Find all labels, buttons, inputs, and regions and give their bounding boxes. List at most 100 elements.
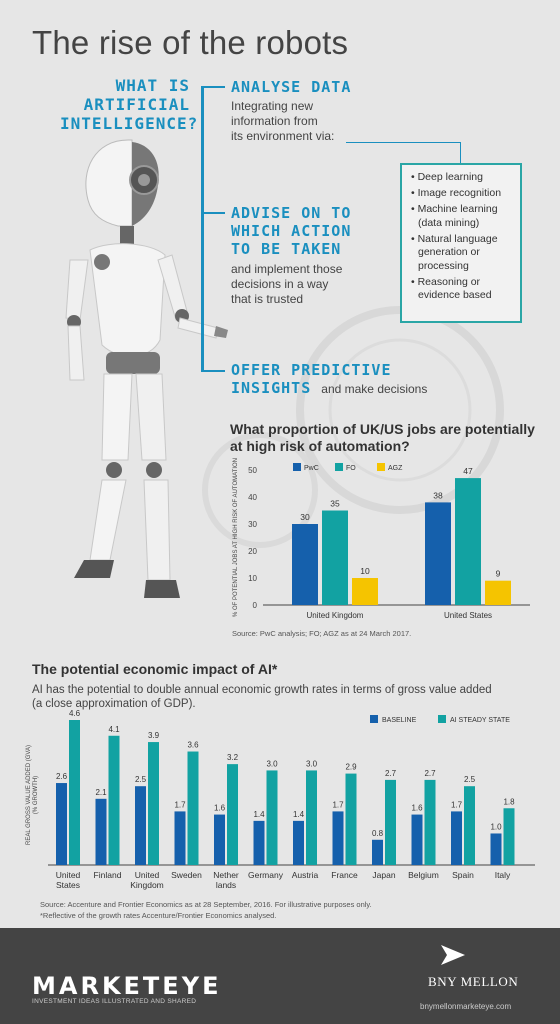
gva-subtext: AI has the potential to double annual ec… <box>32 684 492 710</box>
ai-methods-box: Deep learning Image recognition Machine … <box>400 163 522 323</box>
y-axis-label: % OF POTENTIAL JOBS AT HIGH RISK OF AUTO… <box>233 458 239 617</box>
category-label: United States <box>444 611 492 620</box>
marketeye-logo: MARKETEYE <box>32 972 222 1000</box>
data-label: 2.5 <box>135 775 147 784</box>
footer-url[interactable]: bnymellonmarketeye.com <box>420 1002 512 1011</box>
data-label: 1.0 <box>490 822 502 831</box>
data-label: 0.8 <box>372 829 384 838</box>
bar <box>306 770 317 865</box>
category-label: Austria <box>292 870 319 880</box>
bar <box>385 779 396 865</box>
data-label: 2.9 <box>345 763 357 772</box>
method-item: Reasoning or evidence based <box>410 276 516 303</box>
y-axis-label: (% GROWTH) <box>33 776 39 814</box>
category-label: France <box>331 870 358 880</box>
y-tick-label: 20 <box>248 547 257 556</box>
category-label: United Kingdom <box>307 611 364 620</box>
method-item: Image recognition <box>410 187 516 201</box>
bar <box>292 524 318 605</box>
method-item: Deep learning <box>410 171 516 185</box>
legend-swatch <box>370 715 378 723</box>
legend-label: AGZ <box>388 465 403 472</box>
bar <box>253 820 265 865</box>
y-tick-label: 0 <box>253 601 258 610</box>
legend-label: FO <box>346 465 356 472</box>
category-label: Belgium <box>408 870 439 880</box>
data-label: 1.8 <box>503 797 515 806</box>
data-label: 3.6 <box>187 741 199 750</box>
data-label: 1.4 <box>293 810 305 819</box>
advise-text: and implement those decisions in a way t… <box>231 262 342 307</box>
method-item: Machine learning (data mining) <box>410 203 516 230</box>
gva-chart-title: The potential economic impact of AI* <box>32 661 278 677</box>
y-tick-label: 40 <box>248 493 257 502</box>
legend-swatch <box>293 463 301 471</box>
y-tick-label: 50 <box>248 466 257 475</box>
data-label: 2.7 <box>385 769 397 778</box>
category-label: Sweden <box>171 870 202 880</box>
bar <box>503 808 515 865</box>
data-label: 4.6 <box>69 709 81 718</box>
data-label: 1.6 <box>411 804 423 813</box>
category-label: Nether <box>213 870 239 880</box>
page-title: The rise of the robots <box>32 24 349 61</box>
advise-heading-line: TO BE TAKEN <box>231 240 342 258</box>
bar <box>227 764 238 865</box>
bracket-tick <box>201 212 225 214</box>
advise-line: that is trusted <box>231 292 304 306</box>
data-label: 1.7 <box>451 800 463 809</box>
bar <box>135 786 146 865</box>
marketeye-tagline: INVESTMENT IDEAS ILLUSTRATED AND SHARED <box>32 998 197 1005</box>
data-label: 3.0 <box>306 759 318 768</box>
bar <box>411 814 423 865</box>
data-label: 35 <box>330 499 340 509</box>
bar <box>108 735 120 865</box>
what-is-ai-heading: WHAT IS ARTIFICIAL INTELLIGENCE? <box>60 76 197 133</box>
category-label: United <box>135 870 160 880</box>
data-label: 3.0 <box>266 759 278 768</box>
data-label: 2.5 <box>464 775 476 784</box>
data-label: 1.7 <box>174 800 186 809</box>
y-axis-label: REAL GROSS VALUE ADDED (GVA) <box>26 745 32 845</box>
data-label: 30 <box>300 512 310 522</box>
bar <box>424 779 436 865</box>
bar <box>266 770 278 865</box>
bar <box>95 798 107 865</box>
advise-heading-line: WHICH ACTION <box>231 222 352 240</box>
jobs-chart-title: What proportion of UK/US jobs are potent… <box>230 421 540 455</box>
connector-line <box>460 142 461 163</box>
data-label: 2.6 <box>56 772 68 781</box>
gva-source: Source: Accenture and Frontier Economics… <box>40 900 372 909</box>
analyse-line: information from <box>231 114 318 128</box>
gva-footnote: *Reflective of the growth rates Accentur… <box>40 911 277 920</box>
data-label: 2.1 <box>95 788 107 797</box>
category-label: lands <box>216 880 236 890</box>
bny-mellon-logo-icon <box>441 945 465 965</box>
jobs-title-line: at high risk of automation? <box>230 438 410 454</box>
robot-illustration <box>65 139 228 598</box>
data-label: 2.7 <box>424 769 436 778</box>
y-tick-label: 30 <box>248 520 257 529</box>
bar <box>451 811 462 865</box>
data-label: 3.2 <box>227 753 239 762</box>
category-label: Kingdom <box>130 880 164 890</box>
jobs-risk-chart: 0 10 20 30 40 50 % OF POTENTIAL JOBS AT HIGH R… <box>233 458 530 620</box>
category-label: Spain <box>452 870 474 880</box>
footer-bar <box>0 928 560 1024</box>
data-label: 4.1 <box>108 725 120 734</box>
bar <box>455 478 481 605</box>
bar <box>485 580 511 605</box>
advise-line: and implement those <box>231 262 343 276</box>
offer-heading-line: INSIGHTS <box>231 379 312 397</box>
jobs-source: Source: PwC analysis; FO; AGZ as at 24 M… <box>232 629 412 638</box>
legend-swatch <box>438 715 446 723</box>
advise-heading: ADVISE ON TO WHICH ACTION TO BE TAKEN <box>231 204 351 258</box>
bracket-tick <box>201 86 225 88</box>
category-label: Germany <box>248 870 284 880</box>
analyse-data-heading: ANALYSE DATA <box>231 78 352 96</box>
legend-swatch <box>377 463 385 471</box>
analyse-line: its environment via: <box>231 129 335 143</box>
data-label: 47 <box>463 466 473 476</box>
offer-suffix: and make decisions <box>321 382 428 396</box>
category-label: Japan <box>372 870 395 880</box>
